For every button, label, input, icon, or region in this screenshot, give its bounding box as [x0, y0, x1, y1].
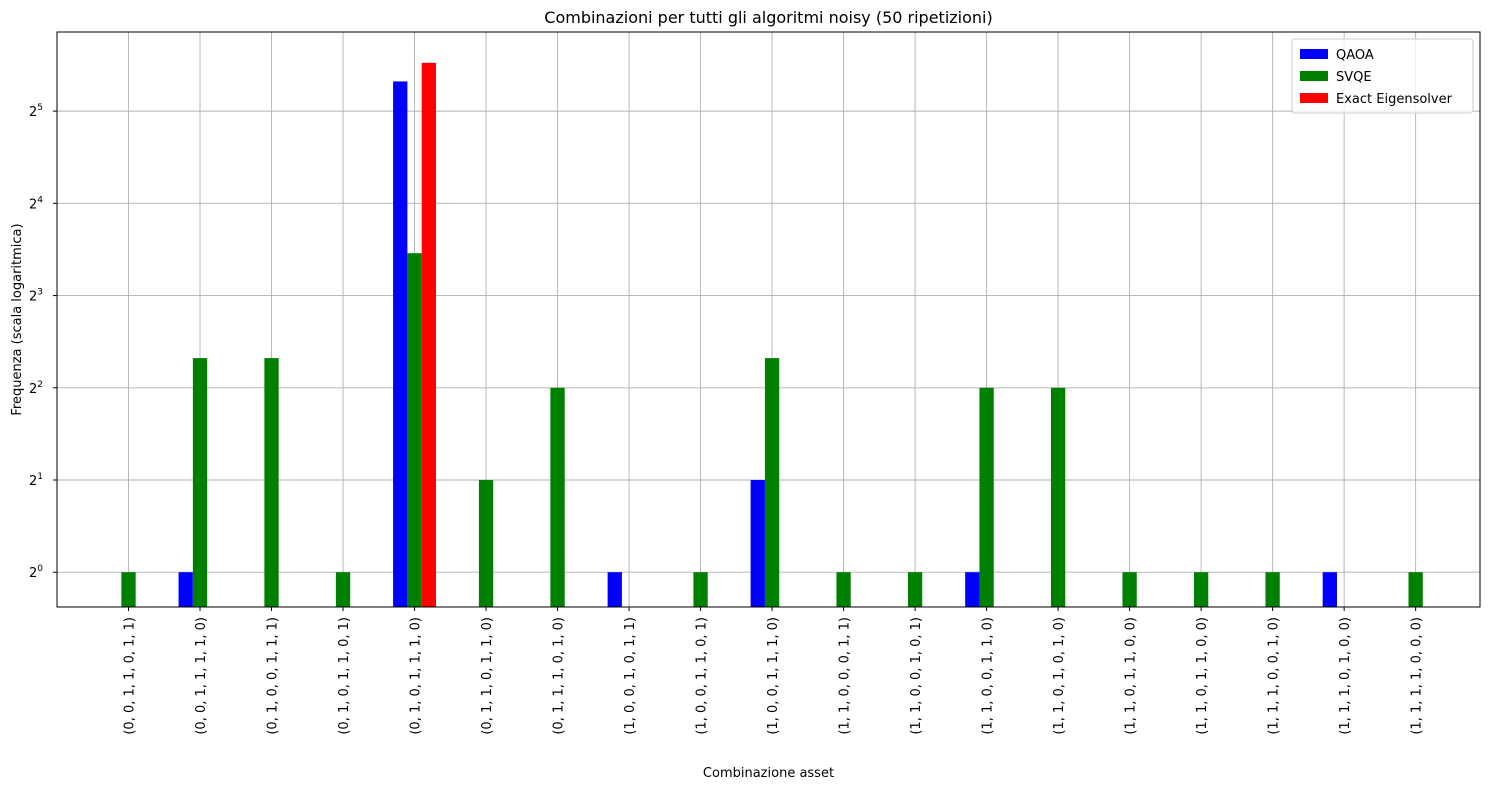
bar-svqe [478, 480, 494, 607]
x-tick-label: (1, 0, 0, 1, 1, 1, 0) [766, 617, 781, 735]
bar-svqe [550, 387, 565, 607]
x-tick-label: (0, 1, 0, 1, 1, 0, 1) [337, 617, 352, 735]
y-tick-label: 21 [29, 472, 43, 489]
chart-title: Combinazioni per tutti gli algoritmi noi… [544, 8, 992, 27]
x-tick-label: (0, 1, 0, 0, 1, 1, 1) [266, 617, 281, 735]
bar-svqe [1265, 572, 1280, 607]
x-tick-label: (1, 0, 0, 1, 1, 0, 1) [695, 617, 710, 735]
legend-box [1291, 38, 1474, 114]
legend-label: Exact Eigensolver [1336, 92, 1453, 107]
bar-svqe [907, 572, 923, 607]
x-tick-label: (1, 1, 0, 1, 0, 1, 0) [1052, 617, 1067, 735]
bar-qaoa [607, 572, 622, 607]
bar-svqe [264, 358, 279, 607]
ticks: (0, 0, 1, 1, 0, 1, 1) (0, 0, 1, 1, 1, 1, … [29, 103, 1425, 735]
y-tick-label: 22 [29, 380, 43, 397]
legend: QAOA SVQE Exact Eigensolver [1291, 38, 1474, 114]
legend-swatch [1300, 93, 1328, 103]
bar-svqe [979, 387, 994, 607]
y-tick-label: 23 [29, 288, 43, 305]
x-tick-label: (0, 1, 0, 1, 1, 1, 0) [409, 617, 424, 735]
bar-svqe [1050, 387, 1066, 607]
bar-exact-eigensolver [421, 62, 436, 607]
x-tick-label: (1, 1, 1, 0, 1, 0, 0) [1338, 617, 1353, 735]
x-tick-label: (0, 0, 1, 1, 1, 1, 0) [194, 617, 209, 735]
bar-svqe [764, 358, 780, 607]
x-tick-label: (1, 1, 1, 0, 0, 1, 0) [1267, 617, 1282, 735]
y-tick-label: 25 [29, 103, 43, 120]
x-tick-label: (1, 1, 0, 1, 1, 0, 0) [1124, 617, 1139, 735]
bar-svqe [121, 572, 136, 607]
bar-qaoa [1322, 572, 1337, 607]
legend-label: SVQE [1336, 70, 1372, 85]
bar-svqe [407, 253, 422, 607]
bar-qaoa [393, 81, 408, 607]
x-tick-label: (1, 1, 0, 0, 1, 0, 1) [909, 617, 924, 735]
y-tick-label: 20 [29, 564, 43, 581]
y-tick-label: 24 [29, 195, 43, 212]
legend-swatch [1300, 49, 1328, 59]
bar-svqe [1408, 572, 1423, 607]
y-axis-label: Frequenza (scala logaritmica) [10, 223, 25, 415]
bar-svqe [192, 358, 208, 607]
x-tick-label: (1, 1, 1, 1, 0, 0, 0) [1410, 617, 1425, 735]
bar-svqe [335, 572, 351, 607]
bar-svqe [836, 572, 851, 607]
bar-qaoa [178, 572, 193, 607]
bars [121, 62, 1423, 607]
x-tick-label: (0, 1, 1, 0, 1, 1, 0) [480, 617, 495, 735]
x-axis-label: Combinazione asset [703, 766, 834, 781]
bar-svqe [1193, 572, 1209, 607]
x-tick-label: (1, 1, 0, 1, 1, 0, 0) [1195, 617, 1210, 735]
bar-svqe [693, 572, 708, 607]
legend-label: QAOA [1336, 48, 1374, 63]
x-tick-label: (0, 0, 1, 1, 0, 1, 1) [123, 617, 138, 735]
bar-qaoa [750, 480, 765, 607]
x-tick-label: (0, 1, 1, 1, 0, 1, 0) [552, 617, 567, 735]
x-tick-label: (1, 0, 0, 1, 0, 1, 1) [623, 617, 638, 735]
legend-swatch [1300, 71, 1328, 81]
plot-area-frame [56, 31, 1481, 608]
x-tick-label: (1, 1, 0, 0, 0, 1, 1) [838, 617, 853, 735]
x-tick-label: (1, 1, 0, 0, 1, 1, 0) [981, 617, 996, 735]
bar-qaoa [965, 572, 980, 607]
bar-svqe [1122, 572, 1137, 607]
